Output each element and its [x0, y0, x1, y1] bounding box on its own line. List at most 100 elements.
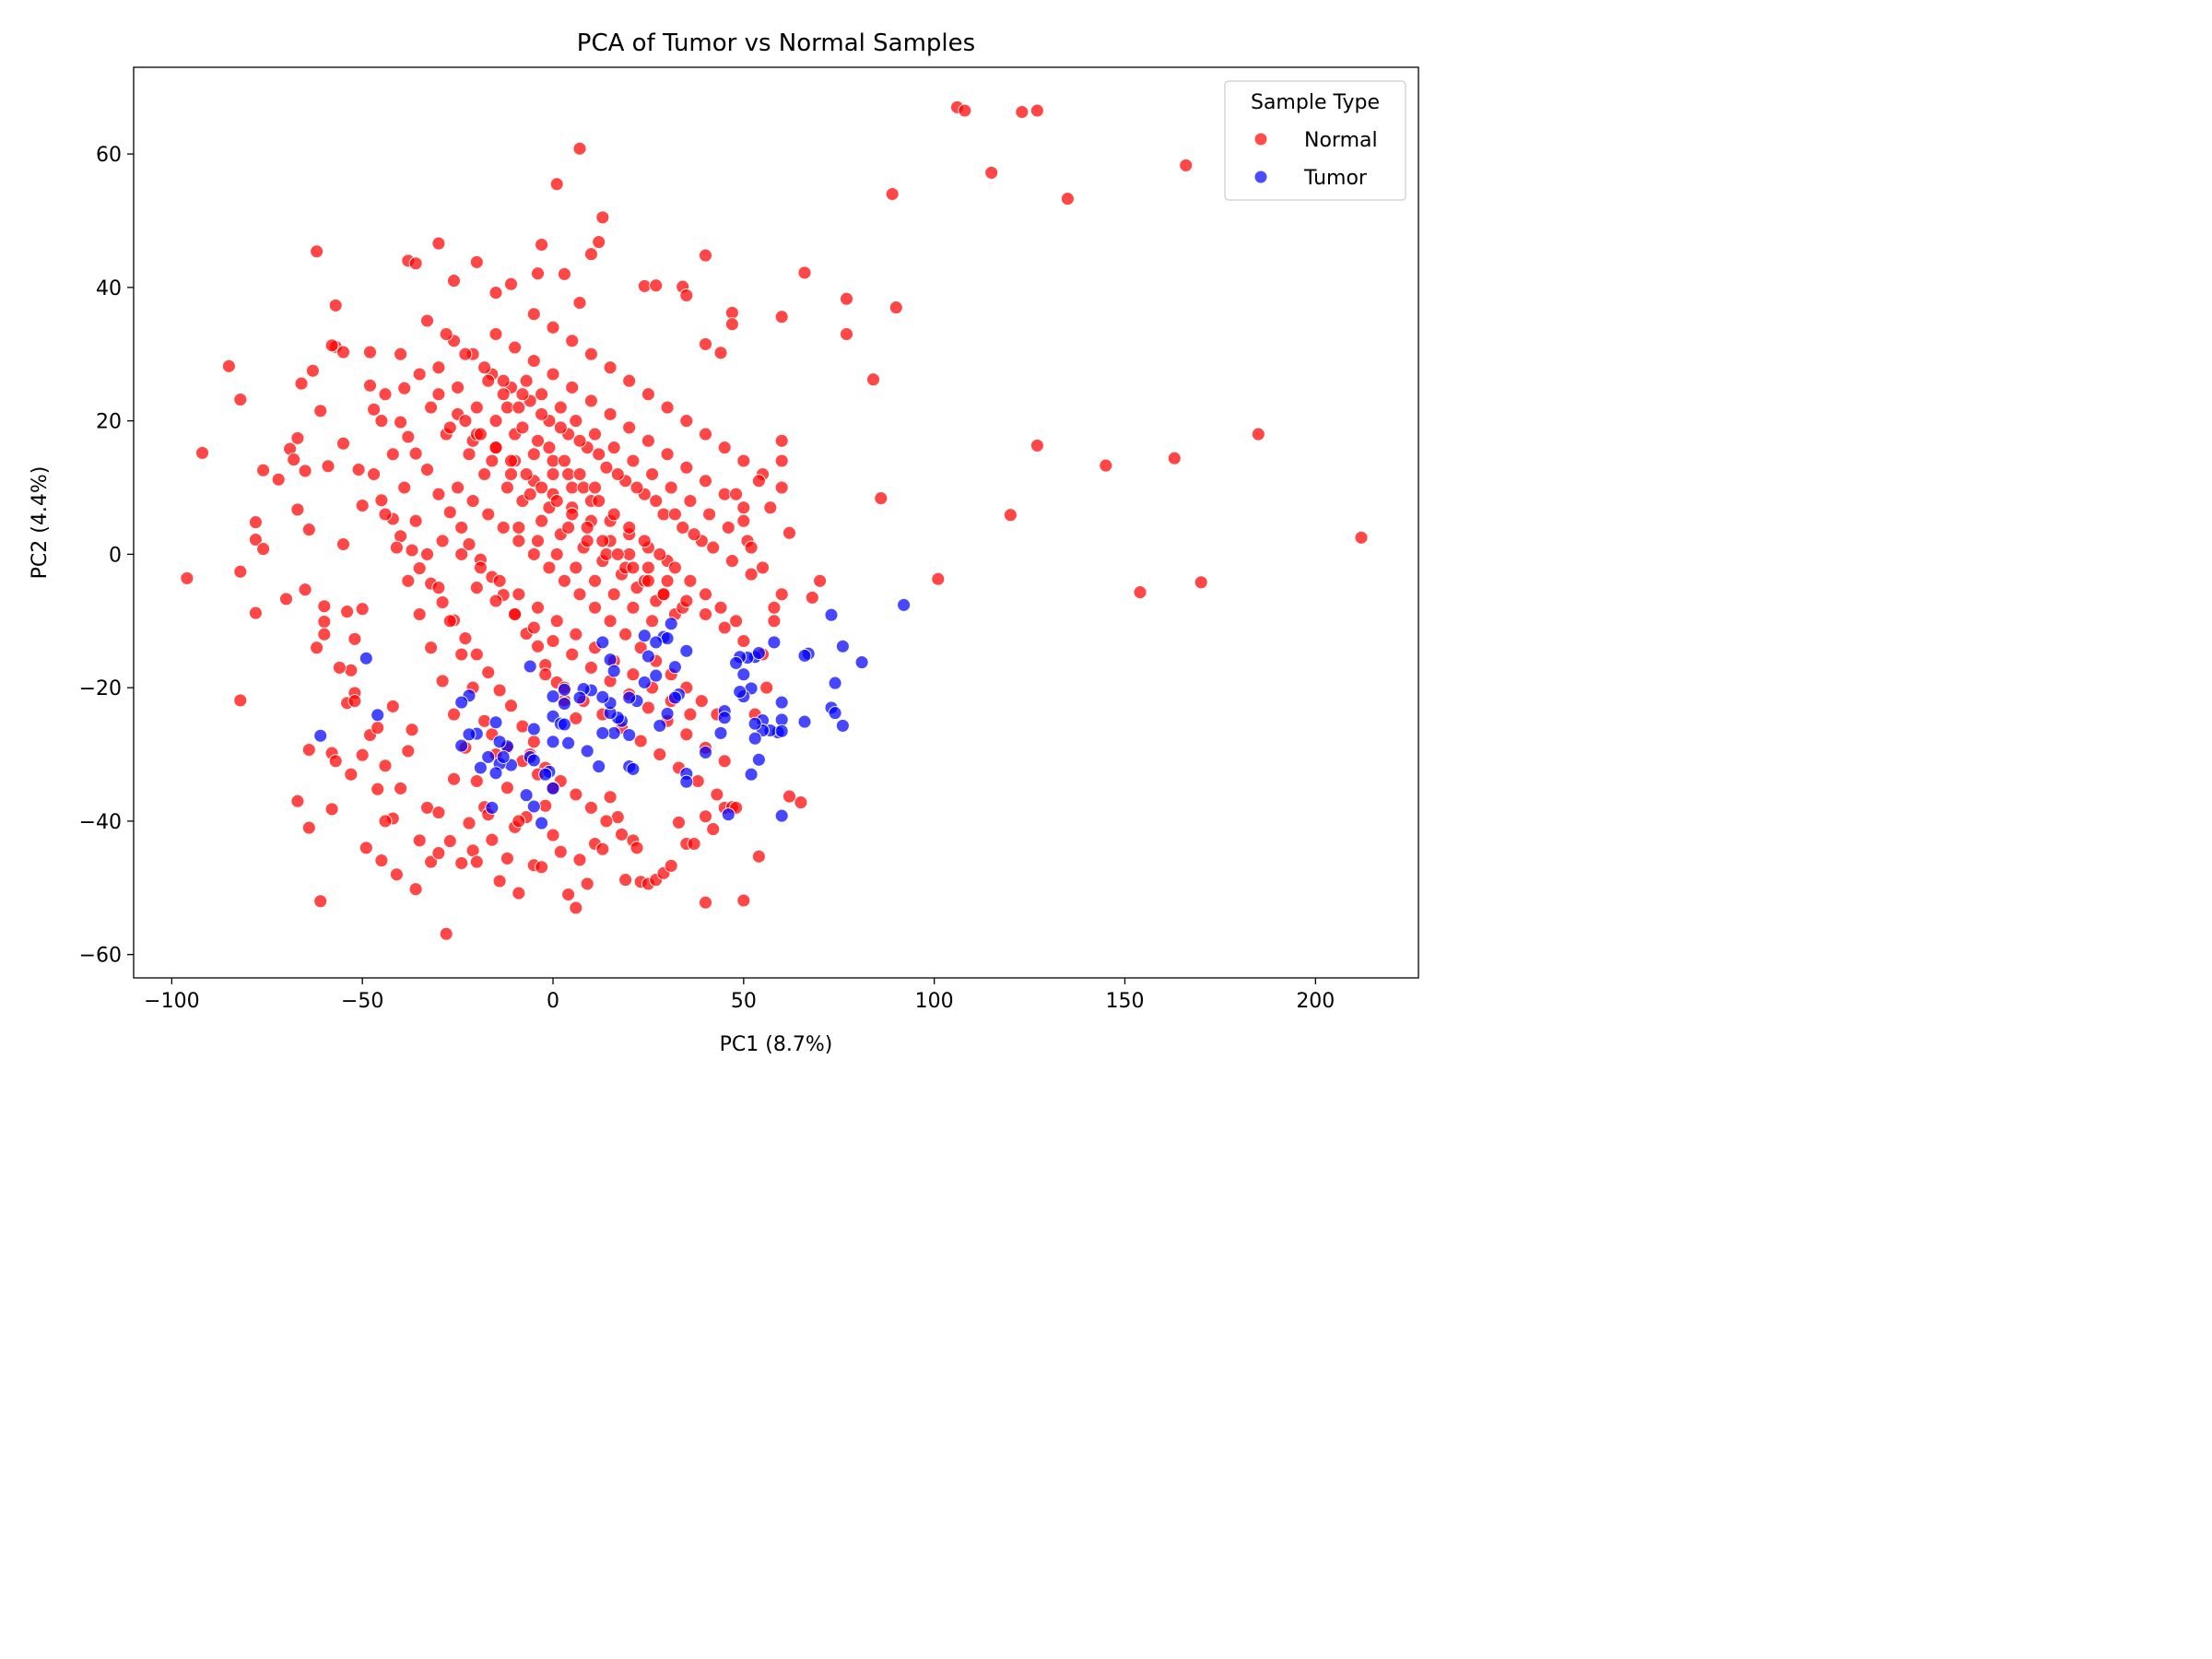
point-normal — [504, 276, 518, 291]
point-normal — [874, 491, 888, 506]
point-normal — [535, 480, 549, 495]
point-normal — [465, 494, 480, 508]
point-normal — [633, 734, 648, 748]
point-normal — [1354, 530, 1369, 545]
y-tick-label: −20 — [79, 677, 122, 700]
point-normal — [500, 781, 514, 795]
point-normal — [515, 420, 530, 435]
point-normal — [531, 639, 545, 653]
x-axis-ticks: −100 −50 0 50 100 150 200 — [144, 978, 1335, 1013]
point-normal — [610, 467, 625, 481]
point-normal — [447, 707, 461, 722]
point-tumor — [462, 727, 477, 742]
point-normal — [603, 614, 618, 629]
point-tumor — [747, 731, 762, 746]
point-normal — [424, 400, 439, 415]
point-normal — [840, 327, 853, 341]
point-normal — [394, 781, 408, 795]
point-normal — [599, 460, 614, 475]
point-normal — [301, 820, 316, 835]
point-normal — [588, 427, 602, 441]
x-tick-label: −100 — [144, 990, 199, 1013]
point-tumor — [897, 597, 912, 612]
legend-marker-tumor — [1253, 170, 1268, 184]
point-normal — [535, 860, 549, 875]
point-normal — [492, 874, 507, 888]
point-normal — [653, 547, 667, 561]
point-normal — [546, 828, 560, 842]
point-tumor — [649, 668, 664, 683]
point-normal — [431, 806, 446, 819]
point-normal — [683, 573, 698, 588]
point-normal — [481, 373, 496, 388]
point-normal — [301, 523, 316, 537]
point-normal — [512, 534, 526, 548]
point-normal — [583, 394, 598, 408]
x-tick-label: 100 — [915, 990, 954, 1013]
point-tumor — [637, 629, 652, 643]
point-normal — [599, 814, 614, 829]
point-normal — [408, 446, 423, 461]
point-normal — [351, 463, 366, 477]
point-tumor — [371, 708, 385, 723]
point-normal — [290, 430, 305, 445]
point-normal — [736, 500, 751, 515]
point-normal — [248, 606, 263, 620]
point-normal — [660, 447, 675, 462]
point-normal — [699, 427, 712, 441]
point-normal — [572, 141, 587, 156]
point-normal — [248, 533, 263, 547]
point-normal — [442, 834, 457, 849]
point-normal — [473, 560, 488, 575]
point-normal — [606, 587, 621, 602]
point-normal — [710, 787, 724, 802]
y-axis-ticks: −60 −40 −20 0 20 40 60 — [79, 144, 134, 968]
point-normal — [744, 567, 759, 582]
point-tumor — [774, 808, 789, 823]
point-normal — [782, 525, 796, 540]
point-tumor — [557, 697, 571, 711]
point-normal — [374, 853, 389, 868]
point-normal — [805, 590, 819, 605]
point-normal — [717, 620, 732, 635]
point-normal — [592, 494, 606, 508]
point-normal — [531, 433, 545, 448]
point-normal — [690, 774, 705, 788]
point-normal — [328, 754, 343, 769]
point-normal — [580, 520, 594, 535]
point-normal — [496, 373, 511, 388]
point-normal — [561, 888, 576, 901]
point-normal — [717, 754, 732, 769]
point-normal — [603, 406, 618, 421]
point-normal — [313, 894, 328, 909]
point-normal — [439, 926, 453, 941]
point-normal — [431, 236, 446, 251]
y-tick-label: −60 — [79, 945, 122, 968]
point-normal — [442, 505, 457, 520]
point-tumor — [595, 635, 610, 650]
point-normal — [557, 453, 571, 468]
point-normal — [637, 278, 652, 293]
point-normal — [656, 507, 671, 522]
point-normal — [454, 547, 469, 561]
point-normal — [394, 347, 408, 361]
x-tick-label: 50 — [731, 990, 757, 1013]
point-normal — [347, 631, 362, 646]
point-normal — [469, 581, 484, 595]
point-normal — [664, 858, 678, 873]
point-normal — [794, 795, 808, 810]
point-normal — [180, 571, 194, 585]
point-normal — [305, 363, 320, 378]
point-normal — [572, 587, 587, 602]
point-normal — [526, 354, 541, 368]
point-normal — [485, 832, 500, 847]
point-normal — [610, 547, 625, 561]
point-normal — [679, 414, 694, 429]
point-normal — [683, 494, 698, 508]
point-tumor — [736, 667, 751, 682]
point-normal — [317, 599, 332, 614]
point-normal — [572, 433, 587, 448]
point-normal — [699, 248, 712, 263]
point-normal — [583, 247, 598, 262]
point-tumor — [664, 617, 678, 631]
